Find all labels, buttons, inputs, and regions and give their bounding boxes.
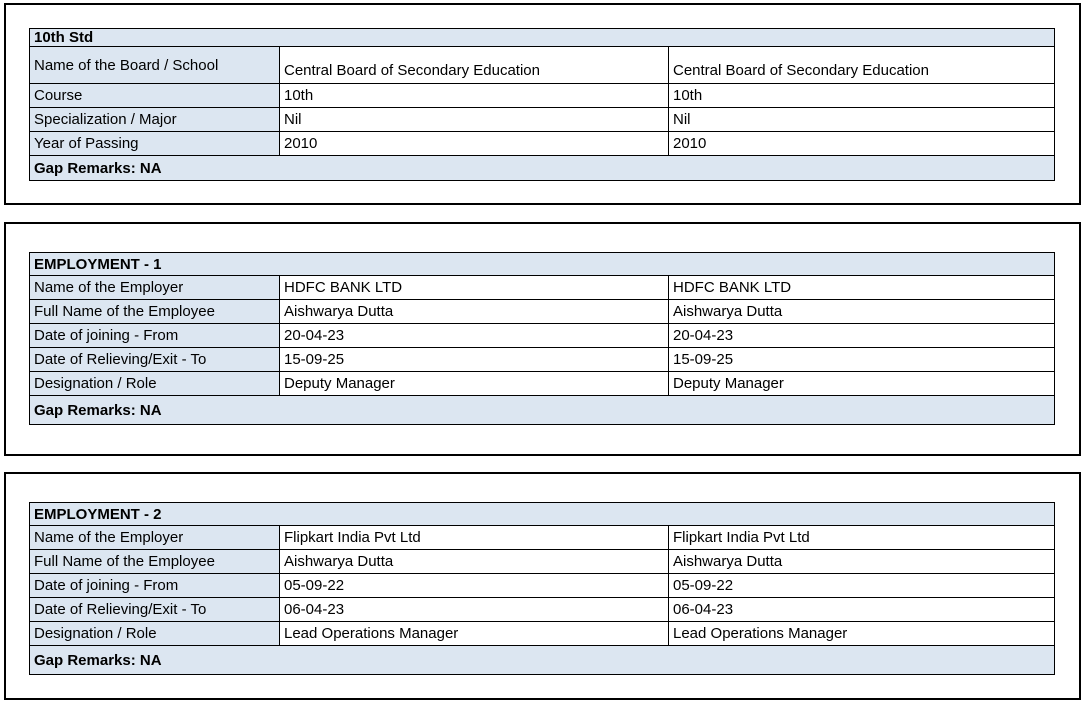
- field-value-cell: 06-04-23: [668, 597, 1055, 622]
- field-label-cell: Designation / Role: [29, 371, 280, 396]
- field-label-cell: Year of Passing: [29, 131, 280, 156]
- field-value-cell: 15-09-25: [668, 347, 1055, 372]
- field-label-cell: Course: [29, 83, 280, 108]
- field-value-cell: 05-09-22: [668, 573, 1055, 598]
- field-value-cell: 10th: [279, 83, 669, 108]
- education-table: 10th Std Name of the Board / School Cent…: [29, 28, 1055, 181]
- field-label-cell: Date of Relieving/Exit - To: [29, 347, 280, 372]
- field-label-cell: Full Name of the Employee: [29, 549, 280, 574]
- field-value-cell: 2010: [279, 131, 669, 156]
- table-row: 10th Std: [29, 28, 1055, 47]
- gap-remarks-cell: Gap Remarks: NA: [29, 155, 1055, 181]
- field-value-cell: 10th: [668, 83, 1055, 108]
- table-row: Designation / Role Lead Operations Manag…: [29, 621, 1055, 646]
- field-value-cell: Aishwarya Dutta: [668, 299, 1055, 324]
- table-row: Date of Relieving/Exit - To 06-04-23 06-…: [29, 597, 1055, 622]
- table-row: Date of Relieving/Exit - To 15-09-25 15-…: [29, 347, 1055, 372]
- gap-remarks-cell: Gap Remarks: NA: [29, 645, 1055, 675]
- field-label-cell: Name of the Board / School: [29, 46, 280, 84]
- table-row: Gap Remarks: NA: [29, 155, 1055, 181]
- field-value-cell: Nil: [279, 107, 669, 132]
- field-value-cell: Central Board of Secondary Education: [279, 46, 669, 84]
- field-value-cell: Deputy Manager: [279, 371, 669, 396]
- table-row: Date of joining - From 05-09-22 05-09-22: [29, 573, 1055, 598]
- table-row: Gap Remarks: NA: [29, 645, 1055, 675]
- table-row: Date of joining - From 20-04-23 20-04-23: [29, 323, 1055, 348]
- field-value-cell: 2010: [668, 131, 1055, 156]
- field-value-cell: 15-09-25: [279, 347, 669, 372]
- employment-2-table: EMPLOYMENT - 2 Name of the Employer Flip…: [29, 502, 1055, 675]
- field-value-cell: Flipkart India Pvt Ltd: [279, 525, 669, 550]
- field-label-cell: Specialization / Major: [29, 107, 280, 132]
- field-label-cell: Date of Relieving/Exit - To: [29, 597, 280, 622]
- field-value-cell: Aishwarya Dutta: [279, 549, 669, 574]
- field-value-cell: 20-04-23: [279, 323, 669, 348]
- field-label-cell: Name of the Employer: [29, 525, 280, 550]
- field-label-cell: Name of the Employer: [29, 275, 280, 300]
- table-row: Full Name of the Employee Aishwarya Dutt…: [29, 549, 1055, 574]
- table-row: EMPLOYMENT - 1: [29, 252, 1055, 276]
- table-row: Name of the Board / School Central Board…: [29, 46, 1055, 84]
- field-label-cell: Date of joining - From: [29, 573, 280, 598]
- field-label-cell: Designation / Role: [29, 621, 280, 646]
- field-value-cell: Deputy Manager: [668, 371, 1055, 396]
- table-row: Full Name of the Employee Aishwarya Dutt…: [29, 299, 1055, 324]
- table-row: EMPLOYMENT - 2: [29, 502, 1055, 526]
- employment-1-table: EMPLOYMENT - 1 Name of the Employer HDFC…: [29, 252, 1055, 425]
- field-label-cell: Full Name of the Employee: [29, 299, 280, 324]
- table-row: Name of the Employer Flipkart India Pvt …: [29, 525, 1055, 550]
- field-value-cell: Nil: [668, 107, 1055, 132]
- field-value-cell: 05-09-22: [279, 573, 669, 598]
- field-value-cell: 06-04-23: [279, 597, 669, 622]
- table-row: Course 10th 10th: [29, 83, 1055, 108]
- field-value-cell: Lead Operations Manager: [668, 621, 1055, 646]
- field-value-cell: 20-04-23: [668, 323, 1055, 348]
- field-value-cell: Aishwarya Dutta: [279, 299, 669, 324]
- employment-1-section-panel: EMPLOYMENT - 1 Name of the Employer HDFC…: [4, 222, 1081, 456]
- gap-remarks-cell: Gap Remarks: NA: [29, 395, 1055, 425]
- table-row: Year of Passing 2010 2010: [29, 131, 1055, 156]
- table-row: Name of the Employer HDFC BANK LTD HDFC …: [29, 275, 1055, 300]
- section-title: EMPLOYMENT - 2: [29, 502, 1055, 526]
- field-value-cell: HDFC BANK LTD: [279, 275, 669, 300]
- table-row: Specialization / Major Nil Nil: [29, 107, 1055, 132]
- employment-2-section-panel: EMPLOYMENT - 2 Name of the Employer Flip…: [4, 472, 1081, 700]
- field-value-cell: Lead Operations Manager: [279, 621, 669, 646]
- field-value-cell: Flipkart India Pvt Ltd: [668, 525, 1055, 550]
- section-title: EMPLOYMENT - 1: [29, 252, 1055, 276]
- field-value-cell: Central Board of Secondary Education: [668, 46, 1055, 84]
- education-section-panel: 10th Std Name of the Board / School Cent…: [4, 3, 1081, 205]
- table-row: Designation / Role Deputy Manager Deputy…: [29, 371, 1055, 396]
- field-value-cell: HDFC BANK LTD: [668, 275, 1055, 300]
- field-value-cell: Aishwarya Dutta: [668, 549, 1055, 574]
- field-label-cell: Date of joining - From: [29, 323, 280, 348]
- section-title: 10th Std: [29, 28, 1055, 47]
- table-row: Gap Remarks: NA: [29, 395, 1055, 425]
